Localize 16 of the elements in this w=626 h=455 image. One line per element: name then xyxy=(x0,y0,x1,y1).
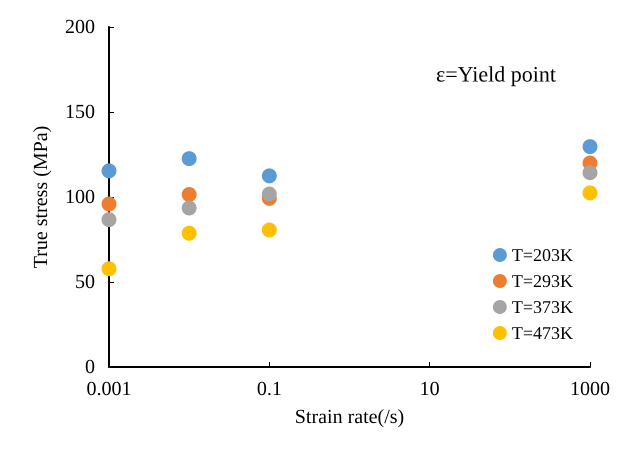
x-axis-title: Strain rate(/s) xyxy=(294,406,404,428)
y-tick-label: 0 xyxy=(85,356,95,378)
y-tick-label: 150 xyxy=(65,101,95,123)
x-tick-label: 10 xyxy=(420,378,440,400)
x-tick-label: 0.1 xyxy=(256,378,282,400)
legend-label: T=293K xyxy=(512,271,574,291)
y-tick-label: 100 xyxy=(65,186,95,208)
legend-label: T=203K xyxy=(512,245,574,265)
annotation: ε=Yield point xyxy=(436,62,556,86)
y-axis-title: True stress (MPa) xyxy=(30,126,52,268)
x-tick-label: 1000 xyxy=(570,378,610,400)
legend-label: T=473K xyxy=(512,323,574,343)
x-tick-label: 0.001 xyxy=(86,378,132,400)
y-tick-label: 200 xyxy=(65,16,95,38)
legend-label: T=373K xyxy=(512,297,574,317)
y-tick-label: 50 xyxy=(75,271,95,293)
